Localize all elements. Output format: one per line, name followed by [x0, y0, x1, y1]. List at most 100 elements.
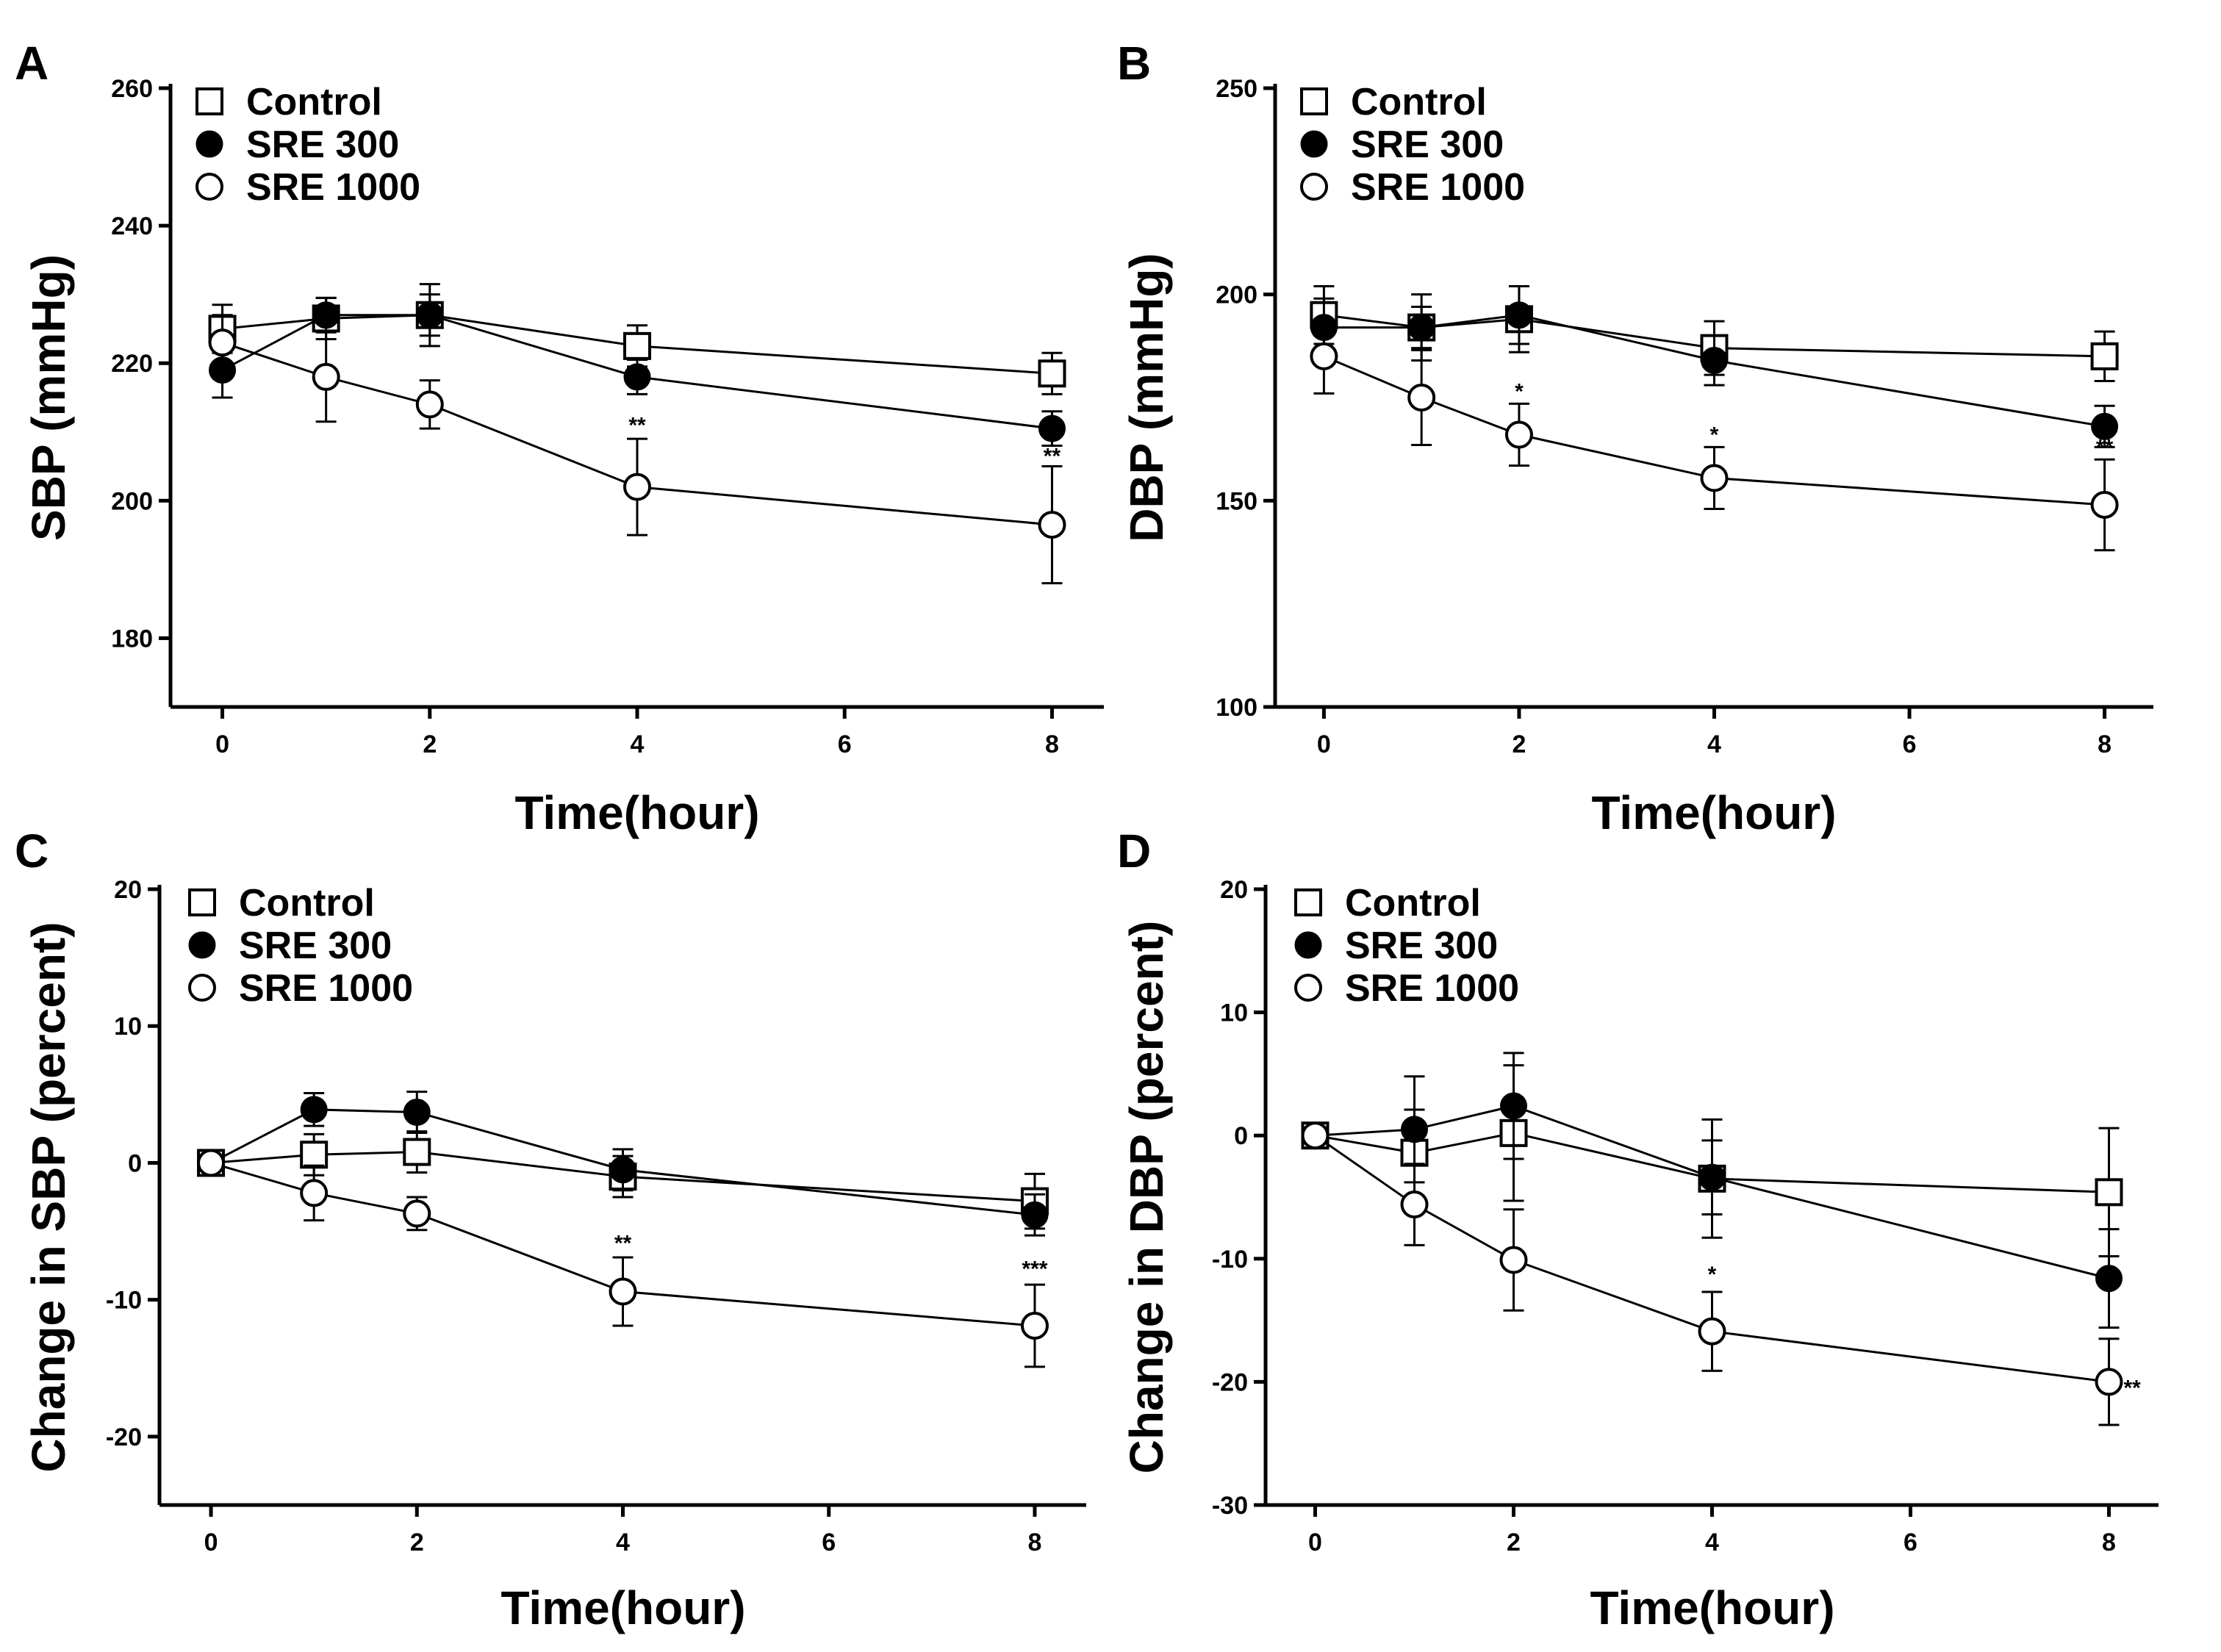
- panel-b-data-point: [2091, 412, 2119, 440]
- panel-a-y-tick-label: 240: [111, 212, 153, 240]
- panel-c-x-tick-label: 2: [410, 1529, 424, 1556]
- panel-b-data-point: [1700, 464, 1729, 492]
- panel-c: C -20 -10 0 10 20 0 2 4 6 8 Time(hour) Change in SBP…: [15, 825, 1086, 1634]
- panel-b-data-point: [1505, 301, 1533, 329]
- panel-b-data-point: [1701, 346, 1728, 374]
- panel-d-significance-label: *: [1708, 1263, 1717, 1287]
- panel-b-data-point: [2090, 490, 2119, 519]
- panel-b-legend-label: SRE 1000: [1351, 166, 1525, 209]
- panel-b-series-sre-300: [1310, 284, 2119, 448]
- panel-d-data-point: [1401, 1116, 1428, 1143]
- panel-c-data-point: [300, 1141, 329, 1169]
- panel-a-data-point: [623, 331, 651, 360]
- panel-a-data-point: [416, 301, 444, 329]
- panel-d-data-point: [2095, 1265, 2123, 1293]
- panel-d-series-sre-1000: [1301, 1121, 2123, 1426]
- panel-c-legend-marker: [188, 888, 216, 916]
- panel-c-y-axis-label: Change in SBP (percent): [22, 922, 75, 1472]
- panel-b-y-tick-label: 200: [1216, 281, 1257, 309]
- panel-c-data-point: [403, 1099, 431, 1127]
- panel-a-data-point: [208, 328, 237, 357]
- panel-d-x-tick-label: 0: [1308, 1529, 1322, 1556]
- panel-c-x-tick-label: 8: [1027, 1529, 1041, 1556]
- panel-c-data-point: [403, 1199, 431, 1228]
- panel-a-x-tick-label: 0: [215, 730, 229, 758]
- panel-a-data-point: [1038, 414, 1066, 442]
- panel-c-legend-marker: [188, 974, 216, 1002]
- panel-d-y-tick-label: 20: [1220, 876, 1248, 904]
- panel-c-legend-label: SRE 300: [239, 924, 392, 967]
- panel-a: A 180 200 220 240 260 0 2 4 6 8 Time(hour) SBP (mmHg…: [15, 37, 1104, 839]
- panel-a-series-sre-300: [209, 283, 1066, 447]
- panel-d-y-tick-label: 0: [1234, 1122, 1248, 1150]
- panel-d-x-axis-label: Time(hour): [1590, 1581, 1834, 1634]
- panel-c-data-point: [403, 1138, 431, 1166]
- panel-c-data-point: [1021, 1201, 1049, 1229]
- panel-b-y-tick-label: 150: [1216, 487, 1257, 515]
- panel-b-x-tick-label: 8: [2098, 730, 2111, 758]
- panel-c-x-tick-label: 0: [204, 1529, 218, 1556]
- panel-d-legend-label: SRE 1000: [1345, 967, 1519, 1010]
- panel-a-data-point: [312, 362, 340, 391]
- panel-c-y-tick-label: 10: [114, 1013, 142, 1041]
- panel-c-y-tick-label: 20: [114, 876, 142, 904]
- panel-b-legend-label: Control: [1351, 81, 1487, 123]
- panel-d-legend-marker: [1294, 974, 1322, 1002]
- panel-d-data-point: [2095, 1368, 2123, 1396]
- panel-c-data-point: [300, 1179, 329, 1207]
- panel-d-legend-marker: [1294, 888, 1322, 916]
- panel-a-significance-label: **: [1044, 445, 1061, 469]
- panel-a-legend-label: SRE 300: [246, 123, 399, 166]
- panel-d-y-tick-label: 10: [1220, 999, 1248, 1027]
- panel-b-x-tick-label: 0: [1317, 730, 1331, 758]
- panel-a-x-tick-label: 2: [423, 730, 437, 758]
- panel-a-x-tick-label: 6: [838, 730, 852, 758]
- panel-c-data-point: [1020, 1312, 1049, 1340]
- panel-a-data-point: [1038, 511, 1066, 539]
- panel-b-x-tick-label: 4: [1707, 730, 1721, 758]
- panel-c-legend-label: SRE 1000: [239, 967, 413, 1010]
- panel-c-x-tick-label: 6: [822, 1529, 836, 1556]
- panel-b-data-point: [1407, 314, 1435, 342]
- panel-b-significance-label: **: [2096, 435, 2114, 459]
- panel-c-data-point: [609, 1156, 636, 1184]
- panel-d-x-tick-label: 2: [1507, 1529, 1521, 1556]
- panel-a-data-point: [623, 473, 651, 501]
- panel-a-y-tick-label: 180: [111, 625, 153, 653]
- panel-a-legend-marker: [195, 87, 223, 115]
- panel-d-data-point: [1499, 1246, 1528, 1274]
- panel-c-series-sre-1000: [197, 1149, 1049, 1368]
- panel-c-data-point: [197, 1149, 226, 1177]
- panel-a-legend-marker: [195, 130, 223, 158]
- panel-a-y-tick-label: 200: [111, 487, 153, 515]
- panel-b-y-tick-label: 100: [1216, 694, 1257, 722]
- panel-c-legend-label: Control: [239, 882, 375, 924]
- panel-b-y-tick-label: 250: [1216, 75, 1257, 103]
- panel-a-x-tick-label: 4: [631, 730, 645, 758]
- panel-a-significance-label: **: [628, 413, 646, 437]
- panel-b-y-axis-label: DBP (mmHg): [1120, 253, 1173, 542]
- panel-d-data-point: [1400, 1190, 1429, 1219]
- panel-b-legend-label: SRE 300: [1351, 123, 1504, 166]
- panel-b-legend-marker: [1300, 130, 1328, 158]
- panel-c-legend-marker: [188, 931, 216, 959]
- panel-d: D -30 -20 -10 0 10 20 0 2 4 6 8 Time(hour) Change in …: [1117, 825, 2159, 1634]
- panel-b-x-axis-label: Time(hour): [1591, 786, 1836, 839]
- panel-c-x-tick-label: 4: [616, 1529, 630, 1556]
- panel-c-x-axis-label: Time(hour): [500, 1581, 745, 1634]
- panel-c-significance-label: ***: [1022, 1257, 1047, 1282]
- panel-a-data-point: [1038, 359, 1066, 388]
- panel-a-legend-label: Control: [246, 81, 382, 123]
- panel-d-legend-label: Control: [1345, 882, 1481, 924]
- panel-c-significance-label: **: [614, 1231, 632, 1255]
- panel-a-series-sre-1000: [208, 314, 1066, 585]
- panel-a-y-axis-label: SBP (mmHg): [22, 254, 75, 541]
- panel-c-letter: C: [15, 825, 49, 877]
- panel-d-x-tick-label: 8: [2102, 1529, 2116, 1556]
- panel-d-y-tick-label: -20: [1212, 1368, 1248, 1396]
